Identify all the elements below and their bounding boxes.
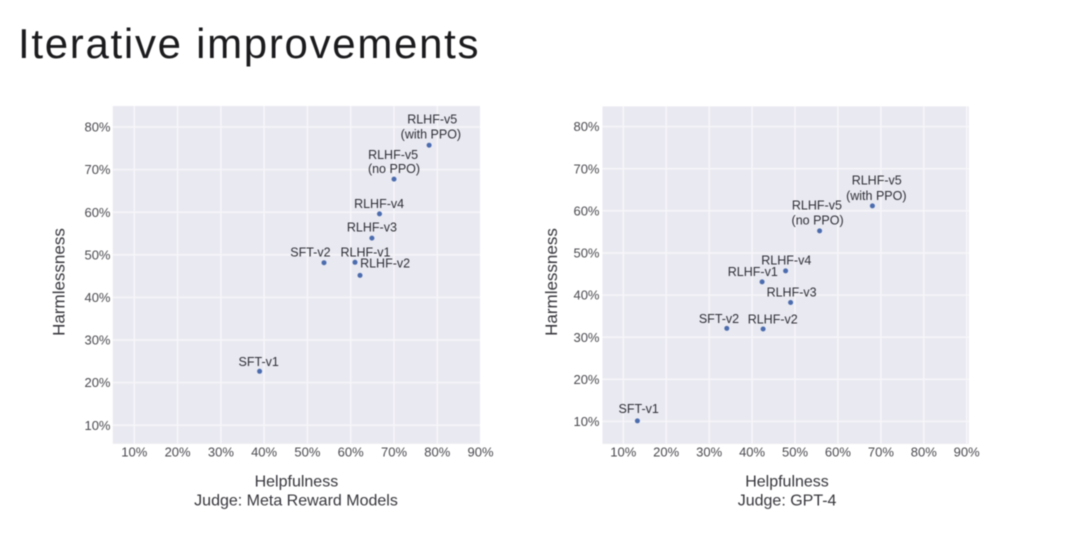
svg-text:70%: 70% <box>868 445 894 460</box>
svg-text:60%: 60% <box>825 445 851 460</box>
svg-text:RLHF-v2: RLHF-v2 <box>748 312 798 326</box>
svg-text:40%: 40% <box>251 445 277 460</box>
svg-text:RLHF-v2: RLHF-v2 <box>360 257 410 271</box>
svg-text:Harmlessness: Harmlessness <box>50 228 69 336</box>
svg-text:Helpfulness: Helpfulness <box>255 474 339 491</box>
svg-text:80%: 80% <box>84 120 110 135</box>
svg-text:90%: 90% <box>954 445 980 460</box>
svg-text:30%: 30% <box>696 445 722 460</box>
svg-text:10%: 10% <box>610 445 636 460</box>
svg-text:80%: 80% <box>424 445 450 460</box>
svg-text:(with PPO): (with PPO) <box>401 127 461 141</box>
svg-text:20%: 20% <box>84 375 110 390</box>
svg-text:50%: 50% <box>84 247 110 262</box>
svg-text:Harmlessness: Harmlessness <box>542 228 561 336</box>
svg-text:80%: 80% <box>911 445 937 460</box>
svg-text:90%: 90% <box>467 445 493 460</box>
svg-text:Helpfulness: Helpfulness <box>745 474 829 491</box>
svg-text:Judge: GPT-4: Judge: GPT-4 <box>738 492 837 509</box>
svg-text:(no PPO): (no PPO) <box>792 213 844 227</box>
svg-text:RLHF-v3: RLHF-v3 <box>767 285 817 299</box>
svg-text:Judge: Meta Reward Models: Judge: Meta Reward Models <box>194 492 398 509</box>
svg-text:RLHF-v1: RLHF-v1 <box>728 265 778 279</box>
svg-text:(with PPO): (with PPO) <box>846 189 906 203</box>
svg-text:40%: 40% <box>84 290 110 305</box>
svg-text:RLHF-v5: RLHF-v5 <box>792 199 842 213</box>
svg-text:RLHF-v5: RLHF-v5 <box>407 112 457 126</box>
svg-text:60%: 60% <box>338 445 364 460</box>
svg-text:10%: 10% <box>121 445 147 460</box>
svg-text:80%: 80% <box>573 119 599 134</box>
svg-text:20%: 20% <box>653 445 679 460</box>
svg-text:RLHF-v4: RLHF-v4 <box>354 197 404 211</box>
svg-text:SFT-v1: SFT-v1 <box>619 402 659 416</box>
svg-text:30%: 30% <box>573 330 599 345</box>
svg-text:SFT-v2: SFT-v2 <box>699 312 739 326</box>
svg-text:10%: 10% <box>84 418 110 433</box>
svg-text:70%: 70% <box>381 445 407 460</box>
svg-text:60%: 60% <box>84 205 110 220</box>
svg-text:70%: 70% <box>84 162 110 177</box>
svg-text:40%: 40% <box>739 445 765 460</box>
svg-text:RLHF-v5: RLHF-v5 <box>852 174 902 188</box>
svg-text:60%: 60% <box>573 203 599 218</box>
svg-text:50%: 50% <box>294 445 320 460</box>
svg-text:20%: 20% <box>165 445 191 460</box>
svg-text:Iterative improvements: Iterative improvements <box>18 20 480 67</box>
svg-text:50%: 50% <box>573 246 599 261</box>
svg-text:50%: 50% <box>782 445 808 460</box>
svg-text:RLHF-v4: RLHF-v4 <box>761 253 811 267</box>
svg-text:RLHF-v3: RLHF-v3 <box>347 221 397 235</box>
svg-text:SFT-v2: SFT-v2 <box>290 245 330 259</box>
svg-text:30%: 30% <box>84 333 110 348</box>
svg-text:RLHF-v5: RLHF-v5 <box>368 148 418 162</box>
svg-text:SFT-v1: SFT-v1 <box>239 355 279 369</box>
svg-text:40%: 40% <box>573 288 599 303</box>
svg-text:20%: 20% <box>573 372 599 387</box>
svg-text:70%: 70% <box>573 161 599 176</box>
svg-text:30%: 30% <box>208 445 234 460</box>
svg-text:RLHF-v1: RLHF-v1 <box>340 245 390 259</box>
svg-text:(no PPO): (no PPO) <box>368 162 420 176</box>
svg-text:10%: 10% <box>573 414 599 429</box>
